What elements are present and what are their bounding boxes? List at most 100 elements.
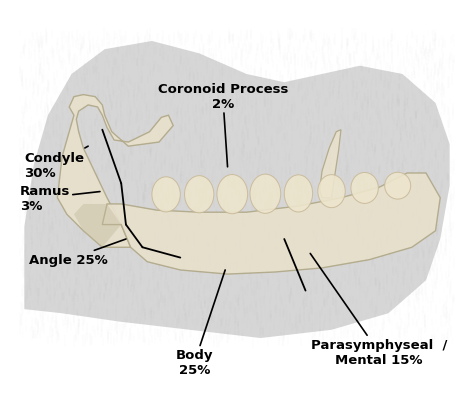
Point — [100, 181, 108, 188]
Point — [158, 213, 166, 219]
Point — [54, 230, 62, 236]
Point — [191, 241, 199, 247]
Point — [124, 49, 132, 55]
Point — [252, 307, 259, 313]
Point — [91, 120, 99, 127]
Point — [163, 317, 171, 324]
Point — [200, 260, 208, 267]
Point — [277, 86, 284, 93]
Point — [348, 76, 356, 82]
Point — [420, 248, 428, 255]
Point — [179, 170, 187, 177]
Point — [380, 228, 388, 234]
Point — [394, 269, 402, 275]
Point — [145, 188, 153, 195]
Point — [76, 320, 83, 326]
Point — [207, 93, 214, 100]
Point — [64, 217, 72, 223]
Point — [358, 79, 366, 86]
Point — [404, 100, 411, 106]
Point — [35, 41, 42, 47]
Point — [96, 245, 103, 252]
Point — [423, 240, 431, 247]
Point — [245, 131, 252, 138]
Point — [130, 230, 137, 237]
Point — [320, 239, 328, 245]
Point — [418, 184, 425, 191]
Point — [92, 142, 100, 148]
Point — [236, 147, 244, 153]
Point — [405, 92, 412, 99]
Point — [350, 209, 357, 216]
Point — [131, 309, 139, 316]
Point — [247, 32, 255, 38]
Point — [274, 34, 282, 40]
Point — [301, 114, 309, 121]
Point — [67, 57, 74, 63]
Point — [27, 117, 35, 123]
Point — [43, 244, 51, 251]
Point — [249, 101, 257, 107]
Point — [43, 184, 50, 190]
Point — [373, 160, 380, 166]
Point — [181, 165, 189, 172]
Point — [425, 251, 433, 258]
Point — [325, 138, 333, 145]
Point — [33, 228, 41, 235]
Point — [24, 145, 32, 152]
Point — [293, 272, 301, 278]
Point — [346, 214, 354, 221]
Point — [344, 40, 352, 47]
Point — [70, 127, 78, 133]
Point — [440, 133, 448, 140]
Point — [177, 199, 184, 205]
Point — [237, 230, 245, 237]
Point — [43, 101, 51, 108]
Point — [378, 252, 385, 259]
Point — [420, 82, 428, 88]
Point — [238, 135, 246, 142]
Point — [67, 290, 74, 297]
Point — [125, 155, 133, 161]
Point — [90, 192, 98, 199]
Point — [423, 172, 430, 178]
Point — [36, 216, 43, 223]
Point — [17, 210, 24, 217]
Point — [393, 120, 401, 127]
Point — [205, 176, 213, 183]
Point — [297, 162, 304, 169]
Point — [135, 52, 143, 58]
Point — [442, 249, 450, 256]
Point — [302, 47, 310, 54]
Point — [78, 320, 86, 327]
Point — [233, 138, 241, 145]
Point — [36, 66, 44, 73]
Point — [374, 100, 382, 106]
Point — [103, 278, 111, 284]
Point — [234, 331, 242, 338]
Point — [235, 194, 243, 200]
Point — [326, 92, 333, 98]
Point — [33, 300, 41, 307]
Point — [283, 110, 291, 117]
Point — [384, 337, 392, 343]
Point — [102, 204, 110, 211]
Point — [246, 215, 253, 221]
Point — [383, 276, 391, 282]
Point — [347, 73, 355, 79]
Point — [88, 238, 95, 245]
Point — [34, 167, 41, 174]
Point — [171, 192, 179, 198]
Point — [396, 74, 403, 81]
Point — [207, 119, 214, 126]
Point — [265, 168, 273, 175]
Point — [200, 287, 208, 293]
Point — [395, 326, 402, 333]
Point — [339, 248, 347, 254]
Point — [372, 279, 380, 286]
Point — [434, 247, 441, 254]
Point — [410, 301, 418, 307]
Point — [418, 151, 426, 158]
Point — [382, 208, 389, 214]
Point — [40, 213, 48, 219]
